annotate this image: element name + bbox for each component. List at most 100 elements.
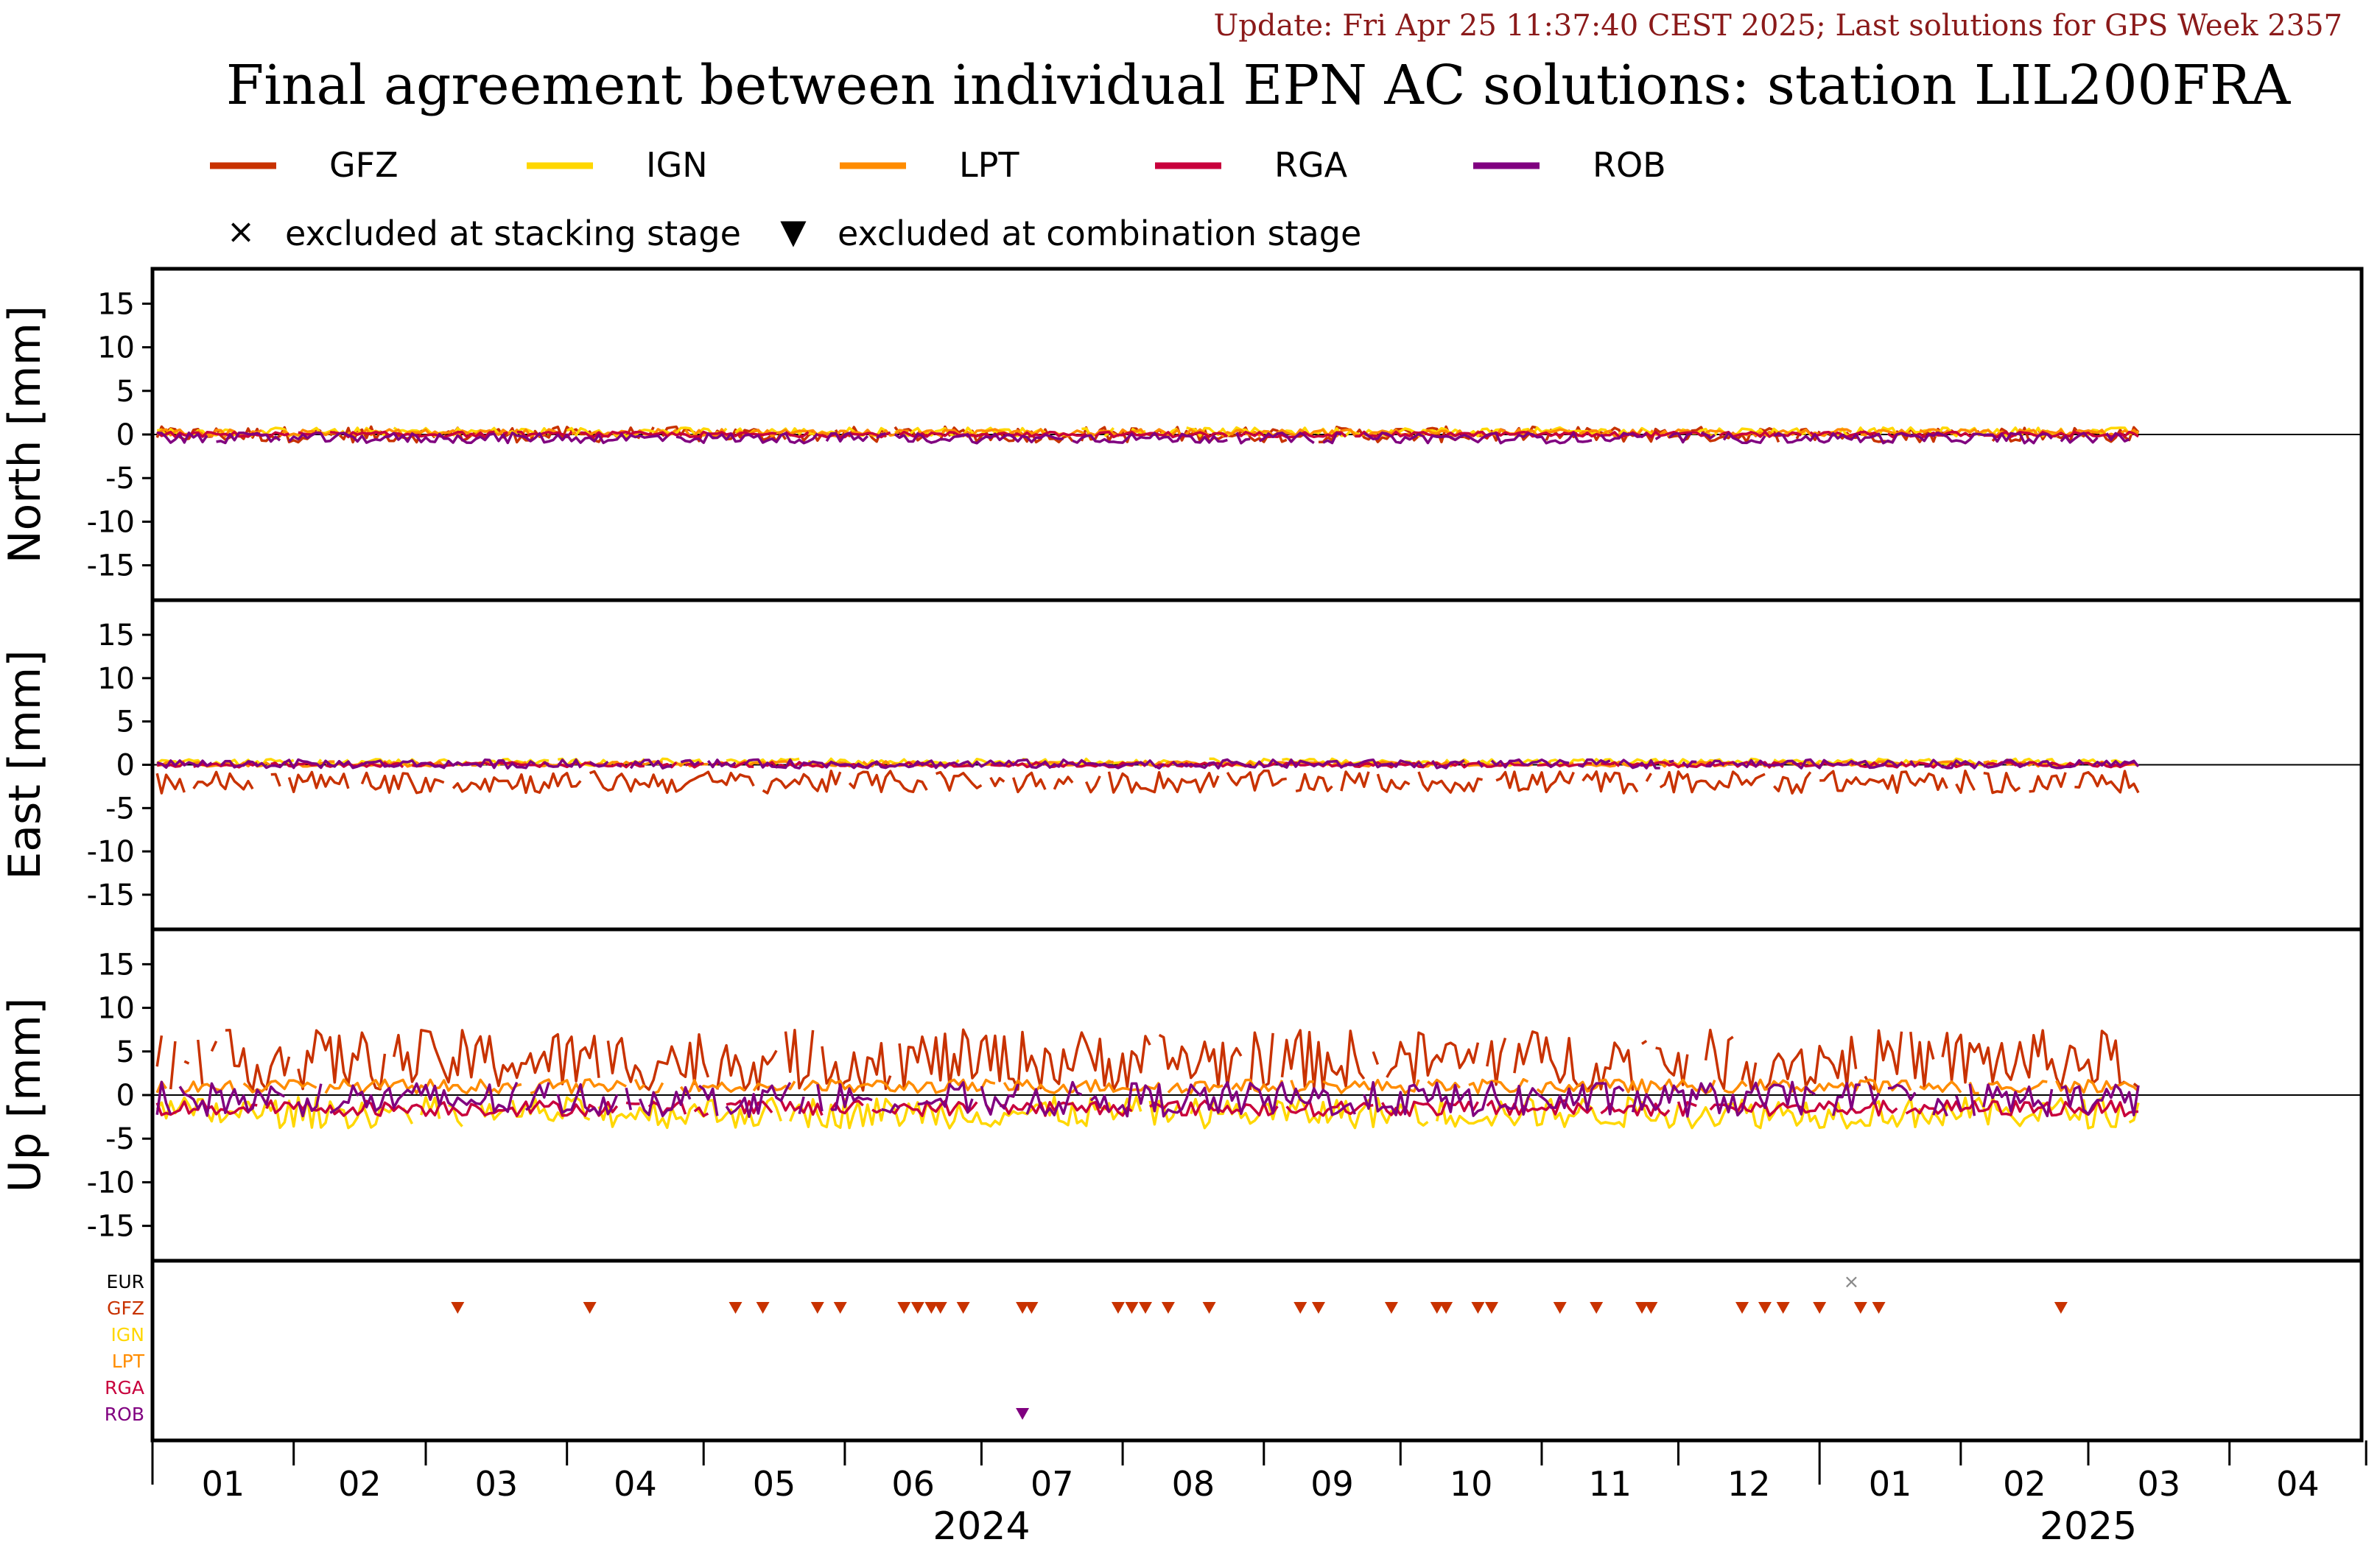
y-tick-label: 10 — [97, 992, 135, 1026]
combination-exclusion-mark — [1853, 1302, 1867, 1314]
update-text: Update: Fri Apr 25 11:37:40 CEST 2025; L… — [1214, 9, 2342, 43]
year-label: 2024 — [933, 1504, 1030, 1545]
x-tick-label: 10 — [1450, 1464, 1493, 1504]
combination-exclusion-mark — [1758, 1302, 1772, 1314]
combination-marker-icon: ▼ — [780, 211, 807, 251]
y-tick-label: 0 — [116, 418, 135, 452]
y-tick-label: 15 — [97, 948, 135, 982]
series-line-gfz — [155, 770, 2140, 795]
x-tick-label: 04 — [614, 1464, 657, 1504]
combination-exclusion-mark — [933, 1302, 947, 1314]
combination-exclusion-mark — [1872, 1302, 1886, 1314]
exclusion-panel: EUR GFZ IGN LPT RGA ROB × — [105, 1259, 2364, 1443]
y-tick-label: 15 — [97, 619, 135, 652]
combination-exclusion-mark — [729, 1302, 743, 1314]
combination-exclusion-mark — [1161, 1302, 1175, 1314]
combination-exclusion-mark — [1311, 1302, 1325, 1314]
combination-exclusion-mark — [1471, 1302, 1485, 1314]
y-axis-label: Up [mm] — [0, 998, 51, 1193]
legend-label-gfz: GFZ — [329, 145, 399, 185]
x-tick-label: 08 — [1172, 1464, 1215, 1504]
x-tick-label: 01 — [202, 1464, 245, 1504]
combination-exclusion-mark — [1439, 1302, 1453, 1314]
combination-exclusion-mark — [1484, 1302, 1498, 1314]
combination-exclusion-mark — [1293, 1302, 1307, 1314]
y-tick-label: -15 — [87, 879, 135, 912]
y-tick-label: -5 — [105, 792, 135, 826]
combination-exclusion-mark — [1430, 1302, 1444, 1314]
series-line-rob — [155, 1080, 2140, 1119]
year-label: 2025 — [2040, 1504, 2137, 1545]
exclusion-row-label-ign: IGN — [111, 1324, 144, 1345]
combination-exclusion-mark — [1111, 1302, 1125, 1314]
x-tick-label: 02 — [2003, 1464, 2046, 1504]
exclusion-row-label-eur: EUR — [107, 1271, 144, 1292]
y-tick-label: 0 — [116, 749, 135, 783]
combination-exclusion-mark — [1139, 1302, 1153, 1314]
combination-exclusion-mark — [1735, 1302, 1749, 1314]
y-tick-label: -5 — [105, 1122, 135, 1156]
combination-exclusion-mark — [1813, 1302, 1827, 1314]
series-line-gfz — [155, 1028, 2140, 1092]
combination-exclusion-mark — [583, 1302, 597, 1314]
x-tick-label: 01 — [1869, 1464, 1912, 1504]
y-tick-label: -10 — [87, 1166, 135, 1200]
chart-title: Final agreement between individual EPN A… — [226, 54, 2292, 117]
combination-exclusion-mark — [2054, 1302, 2068, 1314]
combination-exclusion-mark — [897, 1302, 911, 1314]
combination-exclusion-mark — [1776, 1302, 1790, 1314]
x-axis: 01 02 03 04 05 06 07 08 09 10 11 12 01 02 03 04 2024 2025 — [151, 1439, 2367, 1545]
x-tick-label: 06 — [891, 1464, 935, 1504]
combination-exclusion-mark — [1644, 1302, 1658, 1314]
plot-panels: North [mm] 15 10 5 0 -5 -10 -15 East [mm] 15 10 5 0 -… — [0, 267, 2364, 1263]
stacking-marker-icon: × — [227, 211, 256, 251]
y-tick-label: 5 — [116, 1035, 135, 1069]
combination-exclusion-mark — [1202, 1302, 1216, 1314]
y-tick-label: -15 — [87, 1210, 135, 1244]
stacking-exclusion-mark: × — [1844, 1271, 1860, 1293]
y-tick-label: -5 — [105, 462, 135, 496]
exclusion-frame — [150, 1259, 2364, 1443]
x-tick-label: 07 — [1031, 1464, 1074, 1504]
exclusion-row-label-rob: ROB — [105, 1404, 144, 1425]
combination-exclusion-mark — [756, 1302, 770, 1314]
combination-exclusion-mark — [924, 1302, 938, 1314]
marker-label: excluded at combination stage — [838, 214, 1361, 253]
y-tick-label: -10 — [87, 505, 135, 539]
x-tick-label: 03 — [2138, 1464, 2181, 1504]
combination-exclusion-mark — [833, 1302, 847, 1314]
exclusion-row-label-lpt: LPT — [112, 1351, 145, 1372]
exclusion-row-label-rga: RGA — [105, 1377, 144, 1398]
combination-exclusion-mark — [810, 1302, 824, 1314]
x-tick-label: 11 — [1588, 1464, 1632, 1504]
panel-up: Up [mm] 15 10 5 0 -5 -10 -15 — [0, 927, 2364, 1263]
legend-label-ign: IGN — [646, 145, 708, 185]
y-tick-label: 10 — [97, 662, 135, 696]
combination-exclusion-mark — [1016, 1408, 1030, 1420]
combination-exclusion-mark — [956, 1302, 970, 1314]
legend-label-rob: ROB — [1593, 145, 1666, 185]
y-tick-label: 0 — [116, 1079, 135, 1113]
legend-label-rga: RGA — [1274, 145, 1348, 185]
combination-exclusion-mark — [1553, 1302, 1567, 1314]
y-tick-label: 10 — [97, 331, 135, 365]
combination-exclusion-mark — [1025, 1302, 1039, 1314]
combination-exclusion-mark — [1384, 1302, 1398, 1314]
x-tick-label: 03 — [475, 1464, 519, 1504]
panel-north: North [mm] 15 10 5 0 -5 -10 -15 — [0, 267, 2364, 602]
x-tick-label: 04 — [2276, 1464, 2320, 1504]
y-tick-label: -10 — [87, 835, 135, 869]
combination-exclusion-mark — [910, 1302, 924, 1314]
x-tick-label: 09 — [1310, 1464, 1354, 1504]
exclusion-row-label-gfz: GFZ — [107, 1298, 144, 1319]
y-tick-label: 5 — [116, 375, 135, 409]
combination-exclusion-mark — [1016, 1302, 1030, 1314]
y-axis-label: East [mm] — [0, 650, 51, 879]
combination-exclusion-mark — [451, 1302, 465, 1314]
marker-label: excluded at stacking stage — [285, 214, 741, 253]
x-tick-label: 05 — [753, 1464, 796, 1504]
legend: GFZ IGN LPT RGA ROB × excluded at stacking sta… — [210, 145, 1666, 253]
combination-exclusion-mark — [1125, 1302, 1139, 1314]
panel-east: East [mm] 15 10 5 0 -5 -10 -15 — [0, 598, 2364, 932]
